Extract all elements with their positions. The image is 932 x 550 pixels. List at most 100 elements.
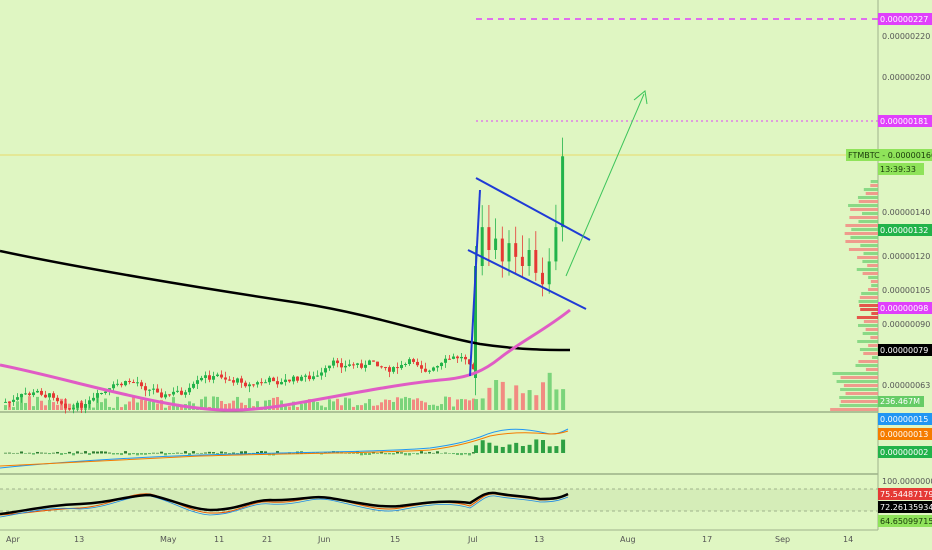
- volume-profile-bar: [850, 208, 878, 211]
- candle-body: [8, 401, 11, 403]
- volume-bar: [340, 405, 343, 410]
- macd-hist-bar: [388, 453, 391, 455]
- volume-bar: [232, 400, 235, 410]
- volume-profile-bar: [871, 284, 878, 287]
- macd-hist-bar: [448, 453, 451, 454]
- macd-hist-bar: [452, 453, 455, 455]
- volume-bar: [561, 389, 566, 410]
- volume-bar: [4, 405, 7, 410]
- candle-body: [16, 397, 19, 400]
- candle-body: [84, 404, 87, 408]
- volume-bar: [376, 405, 379, 410]
- rsi-tag-black: 72.26135934: [878, 501, 932, 513]
- volume-bar: [204, 396, 207, 410]
- volume-bar: [276, 397, 279, 410]
- macd-hist-bar: [468, 453, 471, 456]
- volume-bar: [12, 407, 15, 410]
- candle-body: [424, 368, 427, 372]
- volume-bar: [304, 402, 307, 410]
- candle-body: [527, 250, 531, 266]
- svg-text:0.00000015: 0.00000015: [880, 415, 928, 424]
- candle-body: [288, 379, 291, 382]
- candle-body: [408, 359, 411, 365]
- time-label: 15: [390, 535, 400, 544]
- volume-bar: [324, 407, 327, 410]
- volume-bar: [487, 387, 492, 410]
- candle-body: [468, 359, 471, 365]
- candle-body: [4, 401, 7, 403]
- candle-body: [460, 356, 463, 359]
- volume-bar: [432, 404, 435, 410]
- volume-bar: [212, 396, 215, 410]
- time-label: Jun: [317, 535, 331, 544]
- volume-profile-bar: [836, 380, 878, 383]
- macd-hist-bar: [208, 451, 211, 454]
- macd-tag-blue: 0.00000015: [878, 413, 932, 425]
- candle-body: [372, 360, 375, 362]
- macd-hist-bar: [368, 453, 371, 455]
- candle-body: [176, 390, 179, 392]
- macd-hist-bar: [212, 452, 215, 454]
- volume-bar: [312, 400, 315, 410]
- volume-bar: [152, 401, 155, 410]
- volume-bar: [36, 396, 39, 410]
- countdown-tag: 13:39:33: [878, 163, 924, 175]
- macd-hist-bar: [464, 453, 467, 455]
- volume-bar: [348, 398, 351, 410]
- candle-body: [148, 389, 151, 391]
- time-axis: Apr 13 May 11 21 Jun 15 Jul 13 Aug 17 Se…: [6, 535, 853, 544]
- volume-bar: [28, 396, 31, 410]
- volume-profile-bar: [839, 396, 878, 399]
- macd-hist-bar: [148, 453, 151, 455]
- volume-bar: [236, 396, 239, 410]
- macd-hist-bar: [436, 451, 439, 454]
- candle-body: [541, 272, 544, 285]
- candle-body: [184, 392, 187, 395]
- candle-body: [220, 374, 223, 378]
- volume-bar: [168, 405, 171, 410]
- volume-profile-bar: [845, 240, 878, 243]
- flag-pole-line: [469, 189, 481, 377]
- macd-hist-bar: [68, 451, 71, 454]
- macd-hist-bar: [440, 453, 443, 454]
- macd-hist-bar: [547, 446, 552, 453]
- macd-hist-bar: [404, 453, 407, 456]
- macd-hist-bar: [96, 451, 99, 454]
- volume-bar: [412, 399, 415, 410]
- rsi-axis-label: 100.00000000: [882, 477, 932, 486]
- volume-bar: [112, 407, 115, 410]
- candle-body: [200, 377, 203, 381]
- volume-bar: [472, 398, 475, 410]
- volume-bar: [328, 399, 331, 410]
- candle-body: [344, 365, 347, 368]
- volume-bar: [468, 400, 471, 410]
- volume-profile-bar: [858, 360, 878, 363]
- candle-body: [520, 256, 524, 266]
- macd-hist-bar: [132, 453, 135, 455]
- rsi-main-line: [0, 491, 569, 516]
- macd-hist-bar: [40, 452, 43, 454]
- candle-body: [60, 401, 63, 404]
- volume-bar: [200, 399, 203, 410]
- macd-hist-bar: [412, 453, 415, 454]
- rsi-tag-red: 75.54487179: [878, 488, 932, 500]
- macd-hist-bar: [140, 453, 143, 455]
- macd-hist-bar: [44, 452, 47, 454]
- volume-profile-bar: [843, 384, 878, 387]
- rsi-signal-line-blue: [0, 495, 569, 518]
- projection-arrow-line: [565, 93, 645, 277]
- candle-body: [212, 376, 215, 380]
- macd-hist-bar: [24, 453, 27, 454]
- candle-body: [332, 360, 335, 366]
- macd-hist-bar: [104, 451, 107, 454]
- macd-hist-bar: [224, 452, 227, 454]
- macd-hist-bar: [527, 444, 532, 453]
- volume-profile-bar: [870, 184, 878, 187]
- volume-bar: [534, 395, 539, 410]
- candle-body: [76, 402, 79, 408]
- candle-body: [144, 386, 147, 391]
- macd-hist-bar: [8, 452, 11, 454]
- macd-hist-bar: [396, 451, 399, 454]
- volume-bar: [541, 382, 545, 410]
